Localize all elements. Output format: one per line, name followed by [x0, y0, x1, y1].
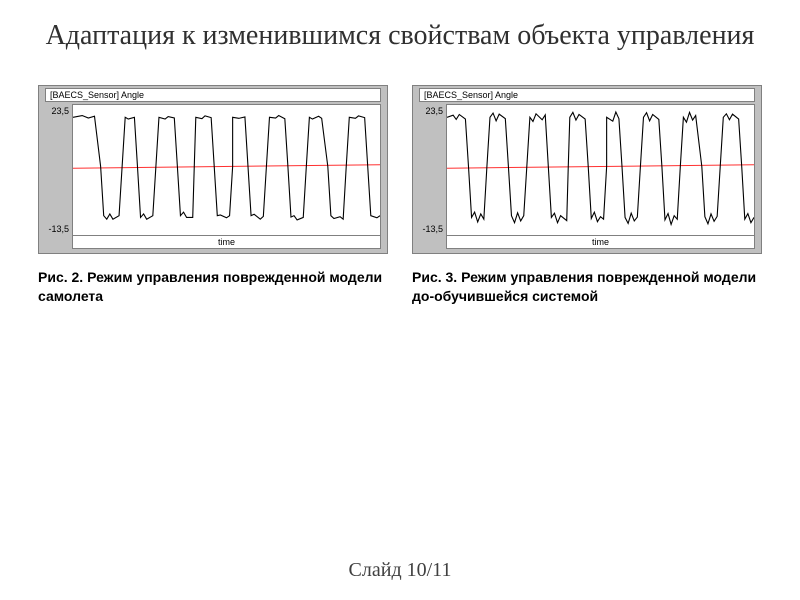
chart-right-svg: [447, 105, 754, 235]
chart-right-frame: [BAECS_Sensor] Angle 23,5 -13,5 time: [412, 85, 762, 254]
chart-right-caption: Рис. 3. Режим управления поврежденной мо…: [412, 268, 762, 306]
chart-left-frame: [BAECS_Sensor] Angle 23,5 -13,5 time: [38, 85, 388, 254]
chart-left-plotwrap: 23,5 -13,5: [45, 104, 381, 236]
chart-right-xlabel: time: [446, 236, 755, 249]
chart-right-header: [BAECS_Sensor] Angle: [419, 88, 755, 102]
chart-left-ylabels: 23,5 -13,5: [45, 104, 72, 236]
chart-left-ymax: 23,5: [45, 106, 69, 116]
chart-right-ymax: 23,5: [419, 106, 443, 116]
chart-right: [BAECS_Sensor] Angle 23,5 -13,5 time: [412, 85, 762, 306]
slide-title: Адаптация к изменившимся свойствам объек…: [0, 0, 800, 53]
chart-right-signal: [447, 112, 754, 224]
chart-left-header: [BAECS_Sensor] Angle: [45, 88, 381, 102]
chart-right-plot: [446, 104, 755, 236]
chart-left-plot: [72, 104, 381, 236]
chart-left-xlabel: time: [72, 236, 381, 249]
chart-right-plotwrap: 23,5 -13,5: [419, 104, 755, 236]
chart-right-ylabels: 23,5 -13,5: [419, 104, 446, 236]
slide: Адаптация к изменившимся свойствам объек…: [0, 0, 800, 600]
chart-left: [BAECS_Sensor] Angle 23,5 -13,5 time: [38, 85, 388, 306]
charts-row: [BAECS_Sensor] Angle 23,5 -13,5 time: [0, 53, 800, 306]
chart-left-caption: Рис. 2. Режим управления поврежденной мо…: [38, 268, 388, 306]
chart-right-ymin: -13,5: [419, 224, 443, 234]
slide-footer: Слайд 10/11: [0, 559, 800, 582]
chart-left-ymin: -13,5: [45, 224, 69, 234]
chart-left-refline: [73, 165, 380, 169]
chart-right-refline: [447, 165, 754, 169]
chart-left-svg: [73, 105, 380, 235]
